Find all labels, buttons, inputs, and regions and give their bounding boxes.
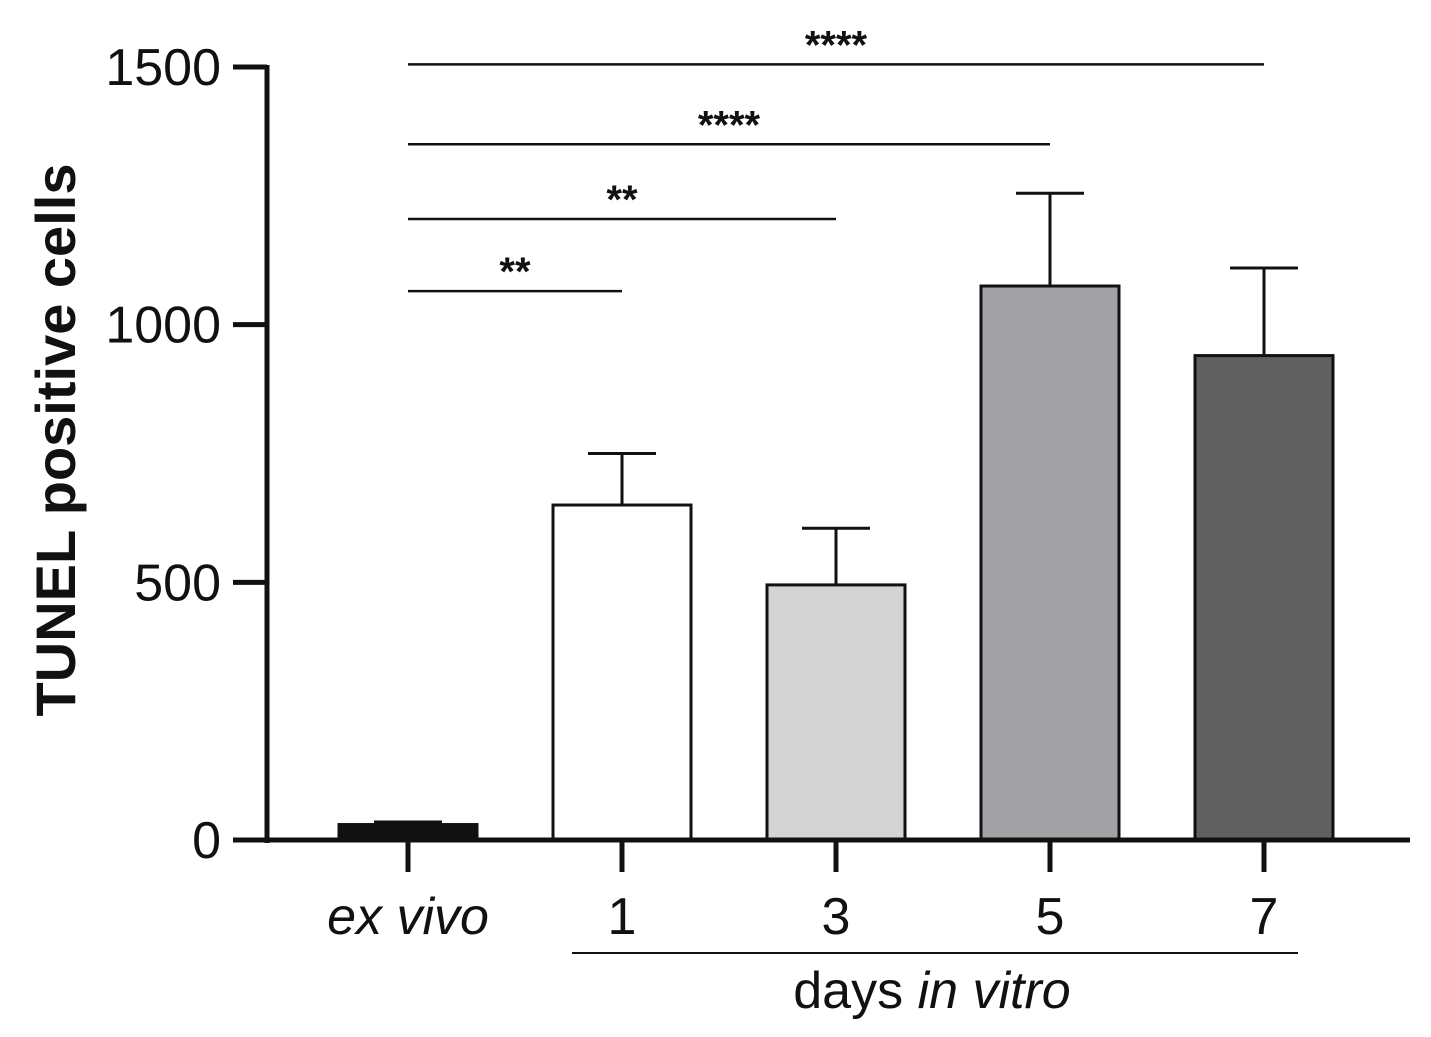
x-tick-label: ex vivo	[327, 888, 489, 946]
y-axis: 0 500 1000 1500	[105, 39, 270, 870]
x-group-label-emphasis: in vitro	[918, 962, 1071, 1020]
x-group-label: days in vitro	[793, 962, 1070, 1020]
significance-label: **	[606, 178, 638, 222]
significance-annotations: ************	[408, 23, 1264, 294]
significance-label: ****	[805, 23, 868, 67]
bar-1	[551, 503, 693, 842]
x-tick-label: 7	[1250, 888, 1279, 946]
bar-3	[765, 583, 907, 842]
y-tick-label: 1500	[105, 39, 221, 97]
y-tick-label: 500	[134, 554, 221, 612]
x-tick-label: 1	[608, 888, 637, 946]
x-tick-label: 5	[1036, 888, 1065, 946]
significance-label: **	[499, 250, 531, 294]
significance-label: ****	[698, 103, 761, 147]
x-group-label-prefix: days	[793, 962, 917, 1020]
y-tick-label: 1000	[105, 297, 221, 355]
x-axis: ex vivo 1 3 5 7	[233, 837, 1410, 946]
y-axis-label: TUNEL positive cells	[24, 164, 87, 717]
bar-7	[1193, 354, 1335, 842]
x-tick-label: 3	[822, 888, 851, 946]
bar-5	[979, 284, 1121, 842]
bars	[337, 191, 1335, 842]
y-tick-label: 0	[192, 812, 221, 870]
